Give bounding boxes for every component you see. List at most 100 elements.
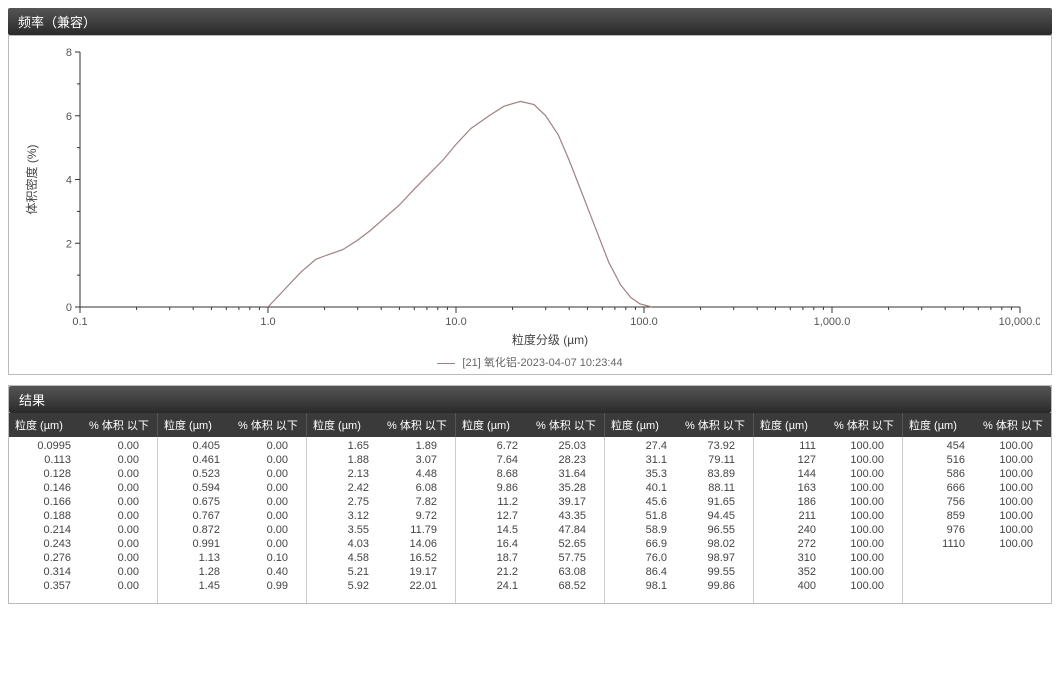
table-row: 0.7670.00 — [158, 509, 306, 523]
cell-pct: 96.55 — [679, 524, 747, 536]
cell-size: 1.65 — [313, 440, 381, 452]
results-header-block: 粒度 (µm)% 体积 以下 — [307, 413, 456, 437]
header-pct: % 体积 以下 — [83, 413, 157, 437]
cell-size: 0.214 — [15, 524, 83, 536]
header-pct: % 体积 以下 — [828, 413, 902, 437]
cell-size: 0.872 — [164, 524, 232, 536]
cell-pct: 0.00 — [83, 524, 151, 536]
svg-text:4: 4 — [66, 175, 72, 187]
cell-size: 7.64 — [462, 454, 530, 466]
cell-size: 0.188 — [15, 510, 83, 522]
cell-size: 4.58 — [313, 552, 381, 564]
cell-size: 272 — [760, 538, 828, 550]
table-row: 272100.00 — [754, 537, 902, 551]
header-pct: % 体积 以下 — [232, 413, 306, 437]
cell-pct: 100.00 — [828, 510, 896, 522]
table-row: 1.450.99 — [158, 579, 306, 593]
table-row: 4.5816.52 — [307, 551, 455, 565]
cell-size: 0.461 — [164, 454, 232, 466]
table-row: 0.1460.00 — [9, 481, 157, 495]
cell-size: 0.675 — [164, 496, 232, 508]
cell-pct: 73.92 — [679, 440, 747, 452]
table-row: 0.1130.00 — [9, 453, 157, 467]
cell-pct: 9.72 — [381, 510, 449, 522]
cell-pct: 0.00 — [232, 482, 300, 494]
cell-pct: 0.00 — [83, 468, 151, 480]
table-row: 5.2119.17 — [307, 565, 455, 579]
header-pct: % 体积 以下 — [977, 413, 1051, 437]
table-row: 8.6831.64 — [456, 467, 604, 481]
cell-size: 0.991 — [164, 538, 232, 550]
cell-size: 40.1 — [611, 482, 679, 494]
table-row: 18.757.75 — [456, 551, 604, 565]
table-row: 21.263.08 — [456, 565, 604, 579]
svg-text:粒度分级 (µm): 粒度分级 (µm) — [512, 332, 588, 347]
header-size: 粒度 (µm) — [158, 413, 232, 437]
results-header-block: 粒度 (µm)% 体积 以下 — [754, 413, 903, 437]
cell-size: 16.4 — [462, 538, 530, 550]
table-row: 11.239.17 — [456, 495, 604, 509]
legend-text: [21] 氧化铝-2023-04-07 10:23:44 — [462, 357, 622, 369]
cell-size: 5.92 — [313, 580, 381, 592]
cell-pct: 14.06 — [381, 538, 449, 550]
cell-pct: 0.99 — [232, 580, 300, 592]
table-row: 0.1660.00 — [9, 495, 157, 509]
table-row: 144100.00 — [754, 467, 902, 481]
cell-size: 756 — [909, 496, 977, 508]
cell-pct: 3.07 — [381, 454, 449, 466]
cell-size: 0.314 — [15, 566, 83, 578]
cell-size: 11.2 — [462, 496, 530, 508]
cell-size: 240 — [760, 524, 828, 536]
table-row: 2.757.82 — [307, 495, 455, 509]
table-row: 5.9222.01 — [307, 579, 455, 593]
cell-pct: 7.82 — [381, 496, 449, 508]
results-column: 0.09950.000.1130.000.1280.000.1460.000.1… — [9, 437, 158, 603]
cell-size: 0.146 — [15, 482, 83, 494]
table-row: 163100.00 — [754, 481, 902, 495]
table-row: 400100.00 — [754, 579, 902, 593]
table-row: 1110100.00 — [903, 537, 1051, 551]
table-row: 352100.00 — [754, 565, 902, 579]
header-pct: % 体积 以下 — [530, 413, 604, 437]
cell-pct: 0.00 — [83, 566, 151, 578]
results-column: 6.7225.037.6428.238.6831.649.8635.2811.2… — [456, 437, 605, 603]
table-row: 756100.00 — [903, 495, 1051, 509]
legend-swatch — [437, 363, 455, 364]
cell-size: 27.4 — [611, 440, 679, 452]
cell-size: 352 — [760, 566, 828, 578]
cell-size: 21.2 — [462, 566, 530, 578]
table-row: 7.6428.23 — [456, 453, 604, 467]
cell-size: 0.357 — [15, 580, 83, 592]
cell-size: 98.1 — [611, 580, 679, 592]
table-row: 3.5511.79 — [307, 523, 455, 537]
cell-pct: 100.00 — [977, 482, 1045, 494]
table-row: 66.998.02 — [605, 537, 753, 551]
cell-size: 2.42 — [313, 482, 381, 494]
table-row: 859100.00 — [903, 509, 1051, 523]
cell-size: 2.13 — [313, 468, 381, 480]
cell-pct: 52.65 — [530, 538, 598, 550]
cell-pct: 99.86 — [679, 580, 747, 592]
table-row: 1.651.89 — [307, 439, 455, 453]
header-size: 粒度 (µm) — [9, 413, 83, 437]
table-row: 186100.00 — [754, 495, 902, 509]
table-row: 40.188.11 — [605, 481, 753, 495]
table-row: 12.743.35 — [456, 509, 604, 523]
table-row: 0.2430.00 — [9, 537, 157, 551]
cell-pct: 100.00 — [828, 440, 896, 452]
cell-pct: 63.08 — [530, 566, 598, 578]
cell-pct: 100.00 — [828, 482, 896, 494]
cell-size: 0.166 — [15, 496, 83, 508]
cell-pct: 91.65 — [679, 496, 747, 508]
svg-text:10,000.0: 10,000.0 — [999, 316, 1040, 328]
cell-pct: 47.84 — [530, 524, 598, 536]
svg-text:1.0: 1.0 — [260, 316, 275, 328]
cell-size: 45.6 — [611, 496, 679, 508]
cell-pct: 16.52 — [381, 552, 449, 564]
results-header-block: 粒度 (µm)% 体积 以下 — [605, 413, 754, 437]
results-header-block: 粒度 (µm)% 体积 以下 — [456, 413, 605, 437]
cell-size: 6.72 — [462, 440, 530, 452]
svg-text:100.0: 100.0 — [630, 316, 658, 328]
table-row: 0.2760.00 — [9, 551, 157, 565]
cell-pct: 100.00 — [828, 454, 896, 466]
